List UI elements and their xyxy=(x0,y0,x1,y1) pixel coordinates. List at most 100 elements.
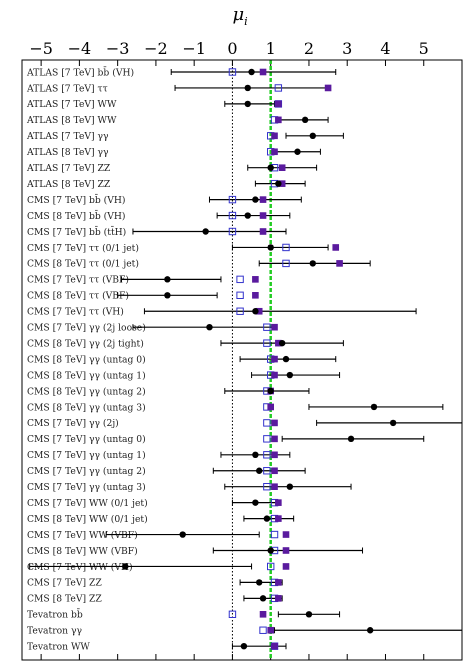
sm-expected-marker xyxy=(236,291,244,300)
x-tick-label: −4 xyxy=(68,39,92,58)
plot-frame xyxy=(21,59,463,661)
row-labels: ATLAS [7 TeV] bb̄ (VH) ATLAS [7 TeV] ττ AT… xyxy=(26,66,148,652)
row-label: CMS [7 TeV] WW (VBF) xyxy=(27,530,138,541)
row-label: CMS [7 TeV] γγ (untag 3) xyxy=(27,482,146,493)
x-tick-label: 5 xyxy=(419,39,429,58)
best-fit-marker xyxy=(122,563,129,570)
best-fit-marker xyxy=(305,611,313,618)
sm-expected-marker xyxy=(236,275,244,284)
x-tick-label: 0 xyxy=(227,39,237,58)
row-label: Tevatron γγ xyxy=(27,626,82,637)
best-fit-marker xyxy=(164,292,171,299)
alt-model-marker xyxy=(275,100,282,108)
sm-expected-marker xyxy=(263,467,271,475)
alt-model-marker xyxy=(271,467,278,475)
best-fit-marker xyxy=(244,212,251,219)
alt-model-marker xyxy=(271,371,278,379)
best-fit-marker xyxy=(252,196,259,203)
sm-expected-marker xyxy=(263,339,271,347)
sm-expected-marker xyxy=(228,211,237,220)
row-label: ATLAS [7 TeV] ZZ xyxy=(26,163,111,174)
reference-lines xyxy=(231,60,272,660)
sm-expected-marker xyxy=(228,195,237,204)
x-tick-label: −1 xyxy=(182,39,206,58)
alt-model-marker xyxy=(275,579,282,586)
row-label: Tevatron WW xyxy=(27,642,90,653)
row-label: CMS [8 TeV] γγ (untag 1) xyxy=(27,370,146,381)
best-fit-marker xyxy=(294,148,301,155)
alt-model-marker xyxy=(275,595,282,602)
alt-model-marker xyxy=(271,483,278,490)
alt-model-marker xyxy=(271,642,278,650)
alt-model-marker xyxy=(267,626,274,634)
row-label: CMS [8 TeV] γγ (untag 2) xyxy=(27,386,146,397)
row-label: ATLAS [7 TeV] bb̄ (VH) xyxy=(26,66,134,78)
row-label: CMS [8 TeV] γγ (2j tight) xyxy=(27,338,144,349)
row-label: CMS [8 TeV] WW (0/1 jet) xyxy=(27,514,148,525)
row-label: Tevatron bb̄ xyxy=(27,609,83,621)
row-label: CMS [8 TeV] γγ (untag 3) xyxy=(27,402,146,413)
row-label: CMS [7 TeV] ττ (VBF) xyxy=(27,275,129,286)
alt-model-marker xyxy=(271,435,278,443)
alt-model-marker xyxy=(267,403,274,411)
row-label: CMS [7 TeV] bb̄ (VH) xyxy=(27,194,126,206)
row-label: ATLAS [7 TeV] ττ xyxy=(26,83,108,94)
row-label: CMS [8 TeV] WW (VBF) xyxy=(27,546,138,557)
sm-expected-marker xyxy=(270,530,279,539)
alt-model-marker xyxy=(271,355,278,363)
best-fit-marker xyxy=(286,371,294,379)
row-label: CMS [7 TeV] γγ (untag 1) xyxy=(27,450,146,461)
alt-model-marker xyxy=(275,515,282,522)
x-tick-label: 4 xyxy=(380,39,390,58)
x-tick-label: −5 xyxy=(29,39,53,58)
row-label: ATLAS [8 TeV] γγ xyxy=(26,147,109,158)
data-marks xyxy=(29,68,462,650)
best-fit-marker xyxy=(282,355,290,363)
best-fit-marker xyxy=(286,483,294,490)
best-fit-marker xyxy=(309,260,316,267)
best-fit-marker xyxy=(256,467,263,474)
sm-expected-marker xyxy=(228,227,237,236)
alt-model-marker xyxy=(252,292,259,299)
best-fit-marker xyxy=(267,547,274,554)
x-tick-label: −3 xyxy=(106,39,130,58)
alt-model-marker xyxy=(278,164,286,171)
best-fit-marker xyxy=(252,308,259,315)
best-fit-marker xyxy=(389,419,397,427)
row-label: CMS [7 TeV] γγ (2j) xyxy=(27,418,119,429)
sm-expected-marker xyxy=(266,562,275,571)
row-label: ATLAS [8 TeV] WW xyxy=(26,115,117,126)
alt-model-marker xyxy=(271,419,278,427)
row-label: CMS [8 TeV] ZZ xyxy=(27,594,102,605)
row-label: ATLAS [7 TeV] γγ xyxy=(26,131,109,142)
alt-model-marker xyxy=(275,116,282,124)
best-fit-marker xyxy=(206,324,213,331)
alt-model-marker xyxy=(282,547,290,554)
best-fit-marker xyxy=(179,531,186,538)
sm-expected-marker xyxy=(282,243,290,252)
sm-expected-marker xyxy=(274,84,283,92)
alt-model-marker xyxy=(259,212,267,219)
row-label: CMS [7 TeV] γγ (untag 2) xyxy=(27,466,146,477)
best-fit-marker xyxy=(301,116,309,124)
best-fit-marker xyxy=(263,515,271,522)
sm-expected-marker xyxy=(236,307,244,315)
axis-title-main: μ xyxy=(232,4,244,25)
best-fit-marker xyxy=(278,339,286,347)
best-fit-marker xyxy=(370,403,378,411)
row-label: CMS [7 TeV] γγ (2j loose) xyxy=(27,323,146,334)
alt-model-marker xyxy=(255,307,263,315)
best-fit-marker xyxy=(244,84,251,92)
row-label: CMS [7 TeV] WW (0/1 jet) xyxy=(27,498,148,509)
alt-model-marker xyxy=(278,180,286,187)
sm-expected-marker xyxy=(228,68,237,76)
x-tick-label: 1 xyxy=(266,39,276,58)
row-label: CMS [7 TeV] ττ (0/1 jet) xyxy=(27,243,139,254)
best-fit-marker xyxy=(252,451,259,458)
alt-model-marker xyxy=(259,611,267,618)
sm-expected-marker xyxy=(263,323,271,331)
sm-expected-marker xyxy=(259,626,267,634)
alt-model-marker xyxy=(275,499,282,506)
row-label: CMS [7 TeV] ττ (VH) xyxy=(27,307,124,318)
alt-model-marker xyxy=(259,228,267,235)
